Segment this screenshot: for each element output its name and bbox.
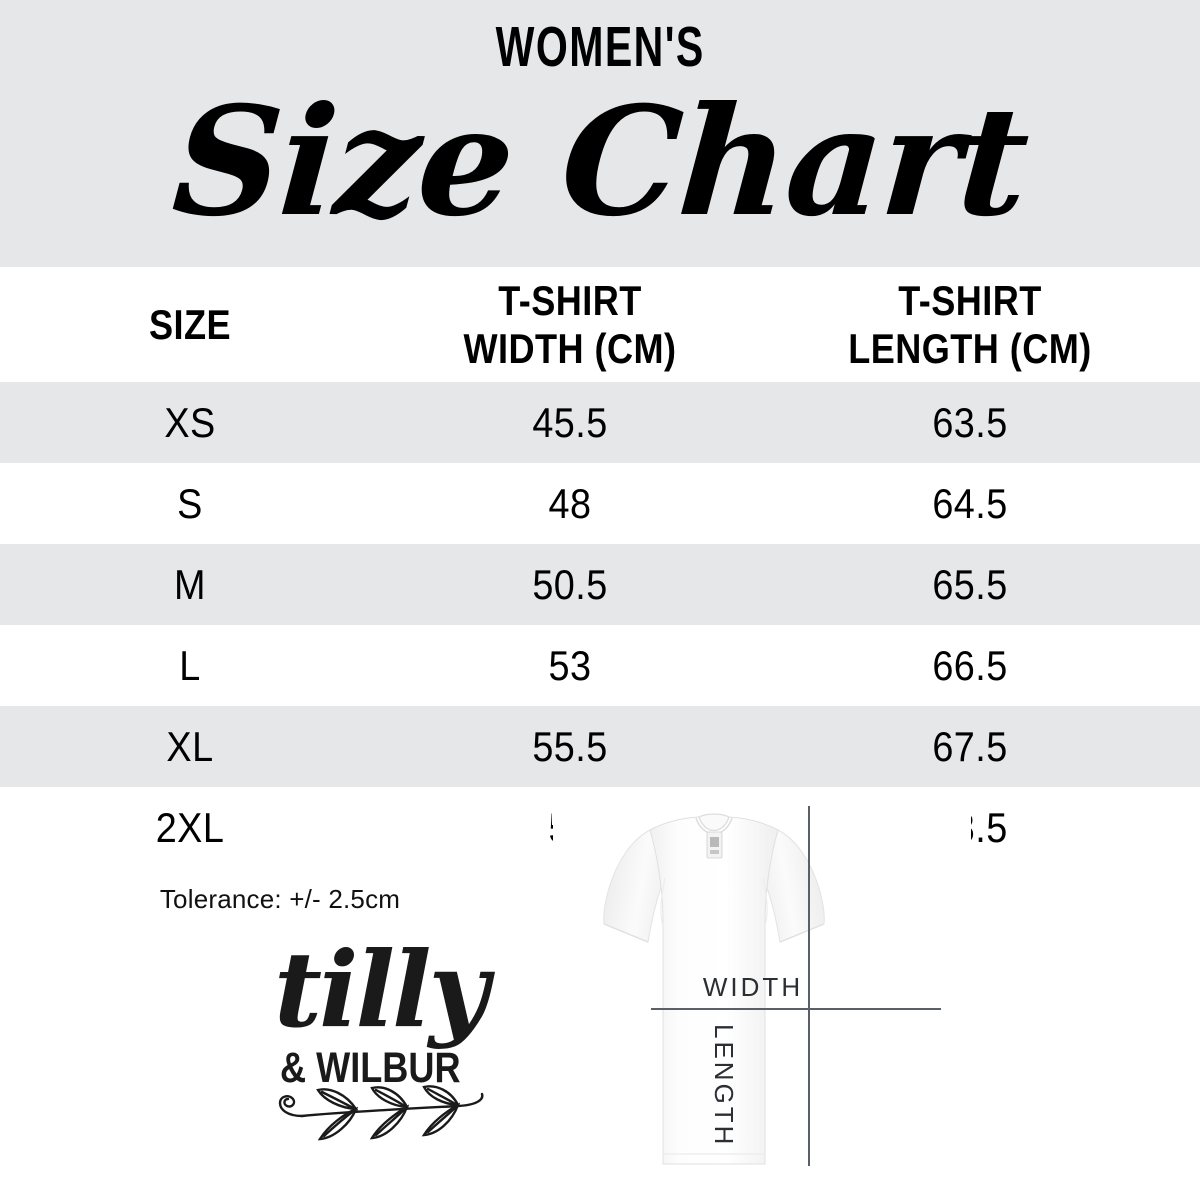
- cell-length: 63.5: [932, 398, 1008, 446]
- cell-width: 45.5: [532, 398, 608, 446]
- table-row: L 53 66.5: [0, 625, 1200, 706]
- brand-script-name: tilly: [274, 928, 489, 1051]
- tshirt-diagram: WIDTH LENGTH: [553, 792, 971, 1200]
- length-measure-label: LENGTH: [709, 1024, 739, 1148]
- column-header-size: SIZE: [148, 300, 231, 348]
- brand-secondary-name: & WILBUR: [280, 1044, 461, 1092]
- leaf-branch-icon: [278, 1085, 484, 1141]
- table-header-row: SIZE T-SHIRT WIDTH (CM) T-SHIRT LENGTH (…: [0, 267, 1200, 382]
- table-row: S 48 64.5: [0, 463, 1200, 544]
- table-row: XL 55.5 67.5: [0, 706, 1200, 787]
- banner-title: Size Chart: [167, 73, 1033, 250]
- table-row: M 50.5 65.5: [0, 544, 1200, 625]
- column-header-width: T-SHIRT WIDTH (CM): [463, 277, 677, 372]
- cell-size: 2XL: [155, 803, 225, 851]
- tolerance-note: Tolerance: +/- 2.5cm: [159, 884, 401, 914]
- length-measure-line: [808, 806, 810, 1166]
- width-measure-line: [651, 1008, 941, 1010]
- cell-size: XL: [166, 722, 214, 770]
- cell-length: 65.5: [932, 560, 1008, 608]
- width-measure-label: WIDTH: [702, 972, 804, 1002]
- cell-length: 67.5: [932, 722, 1008, 770]
- cell-length: 64.5: [932, 479, 1008, 527]
- header-banner: WOMEN'S Size Chart: [0, 0, 1200, 267]
- size-table: SIZE T-SHIRT WIDTH (CM) T-SHIRT LENGTH (…: [0, 267, 1200, 868]
- cell-size: XS: [164, 398, 216, 446]
- brand-logo: tilly & WILBUR: [268, 928, 528, 1141]
- cell-size: S: [177, 479, 203, 527]
- cell-size: L: [179, 641, 201, 689]
- table-row: XS 45.5 63.5: [0, 382, 1200, 463]
- cell-width: 48: [548, 479, 592, 527]
- cell-width: 50.5: [532, 560, 608, 608]
- cell-width: 55.5: [532, 722, 608, 770]
- cell-length: 66.5: [932, 641, 1008, 689]
- banner-subtitle: WOMEN'S: [495, 15, 705, 79]
- column-header-length: T-SHIRT LENGTH (CM): [848, 277, 1092, 372]
- cell-size: M: [174, 560, 206, 608]
- cell-width: 53: [548, 641, 592, 689]
